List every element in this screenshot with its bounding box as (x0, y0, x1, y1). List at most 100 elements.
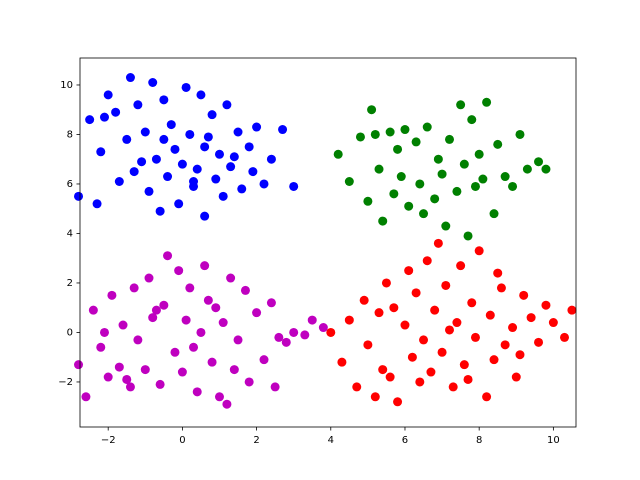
scatter-point (359, 295, 369, 305)
x-tick-label: 0 (179, 435, 185, 446)
scatter-point (378, 216, 388, 226)
scatter-point (144, 273, 154, 283)
scatter-point (478, 174, 488, 184)
scatter-point (459, 360, 469, 370)
scatter-point (114, 362, 124, 372)
scatter-point (174, 199, 184, 209)
scatter-point (192, 387, 202, 397)
scatter-point (400, 320, 410, 330)
scatter-point (148, 78, 158, 88)
scatter-point (270, 382, 280, 392)
y-tick-label: 6 (67, 179, 73, 190)
scatter-point (159, 300, 169, 310)
scatter-point (99, 112, 109, 122)
scatter-point (448, 382, 458, 392)
scatter-point (404, 201, 414, 211)
scatter-point (214, 392, 224, 402)
scatter-point (456, 261, 466, 271)
scatter-point (333, 149, 343, 159)
scatter-point (103, 90, 113, 100)
scatter-point (470, 332, 480, 342)
scatter-point (548, 318, 558, 328)
scatter-point (363, 196, 373, 206)
scatter-point (493, 139, 503, 149)
scatter-point (541, 164, 551, 174)
scatter-point (151, 305, 161, 315)
scatter-point (200, 261, 210, 271)
scatter-point (496, 283, 506, 293)
scatter-point (259, 179, 269, 189)
scatter-point (159, 95, 169, 105)
scatter-point (211, 303, 221, 313)
scatter-point (218, 191, 228, 201)
scatter-point (415, 377, 425, 387)
y-tick-label: 10 (60, 80, 73, 91)
scatter-point (229, 365, 239, 375)
scatter-point (74, 191, 84, 201)
scatter-point (137, 157, 147, 167)
scatter-point (422, 122, 432, 132)
scatter-point (207, 110, 217, 120)
scatter-point (200, 211, 210, 221)
scatter-point (177, 367, 187, 377)
scatter-point (248, 167, 258, 177)
scatter-point (266, 298, 276, 308)
scatter-point (437, 347, 447, 357)
scatter-point (493, 268, 503, 278)
scatter-point (567, 305, 577, 315)
scatter-point (441, 280, 451, 290)
scatter-point (508, 181, 518, 191)
scatter-point (541, 300, 551, 310)
scatter-point (489, 355, 499, 365)
scatter-point (344, 176, 354, 186)
x-tick-label: −2 (101, 435, 116, 446)
scatter-point (214, 149, 224, 159)
scatter-point (500, 172, 510, 182)
scatter-point (508, 323, 518, 333)
scatter-point (125, 73, 135, 83)
scatter-point (489, 209, 499, 219)
scatter-point (415, 179, 425, 189)
scatter-point (411, 137, 421, 147)
scatter-point (166, 120, 176, 130)
scatter-point (534, 157, 544, 167)
scatter-point (148, 313, 158, 323)
plot-frame (79, 57, 577, 428)
scatter-point (463, 374, 473, 384)
y-tick-label: 2 (67, 278, 73, 289)
scatter-point (240, 285, 250, 295)
scatter-point (111, 107, 121, 117)
scatter-point (170, 144, 180, 154)
scatter-point (482, 97, 492, 107)
scatter-point (519, 290, 529, 300)
scatter-point (85, 115, 95, 125)
scatter-point (352, 382, 362, 392)
scatter-point (196, 327, 206, 337)
scatter-point (515, 129, 525, 139)
scatter-point (374, 164, 384, 174)
scatter-point (196, 90, 206, 100)
scatter-point (226, 273, 236, 283)
x-tick-label: 8 (476, 435, 482, 446)
scatter-point (433, 238, 443, 248)
scatter-point (389, 303, 399, 313)
scatter-point (385, 372, 395, 382)
scatter-point (419, 335, 429, 345)
scatter-point (467, 298, 477, 308)
scatter-point (233, 335, 243, 345)
scatter-point (118, 320, 128, 330)
scatter-point (422, 256, 432, 266)
scatter-point (203, 295, 213, 305)
x-tick-label: 6 (402, 435, 408, 446)
scatter-point (151, 154, 161, 164)
scatter-point (374, 308, 384, 318)
scatter-point (211, 174, 221, 184)
scatter-point (463, 231, 473, 241)
scatter-point (229, 152, 239, 162)
scatter-point (200, 142, 210, 152)
scatter-point (203, 132, 213, 142)
scatter-point (125, 382, 135, 392)
scatter-point (407, 352, 417, 362)
scatter-point (500, 340, 510, 350)
